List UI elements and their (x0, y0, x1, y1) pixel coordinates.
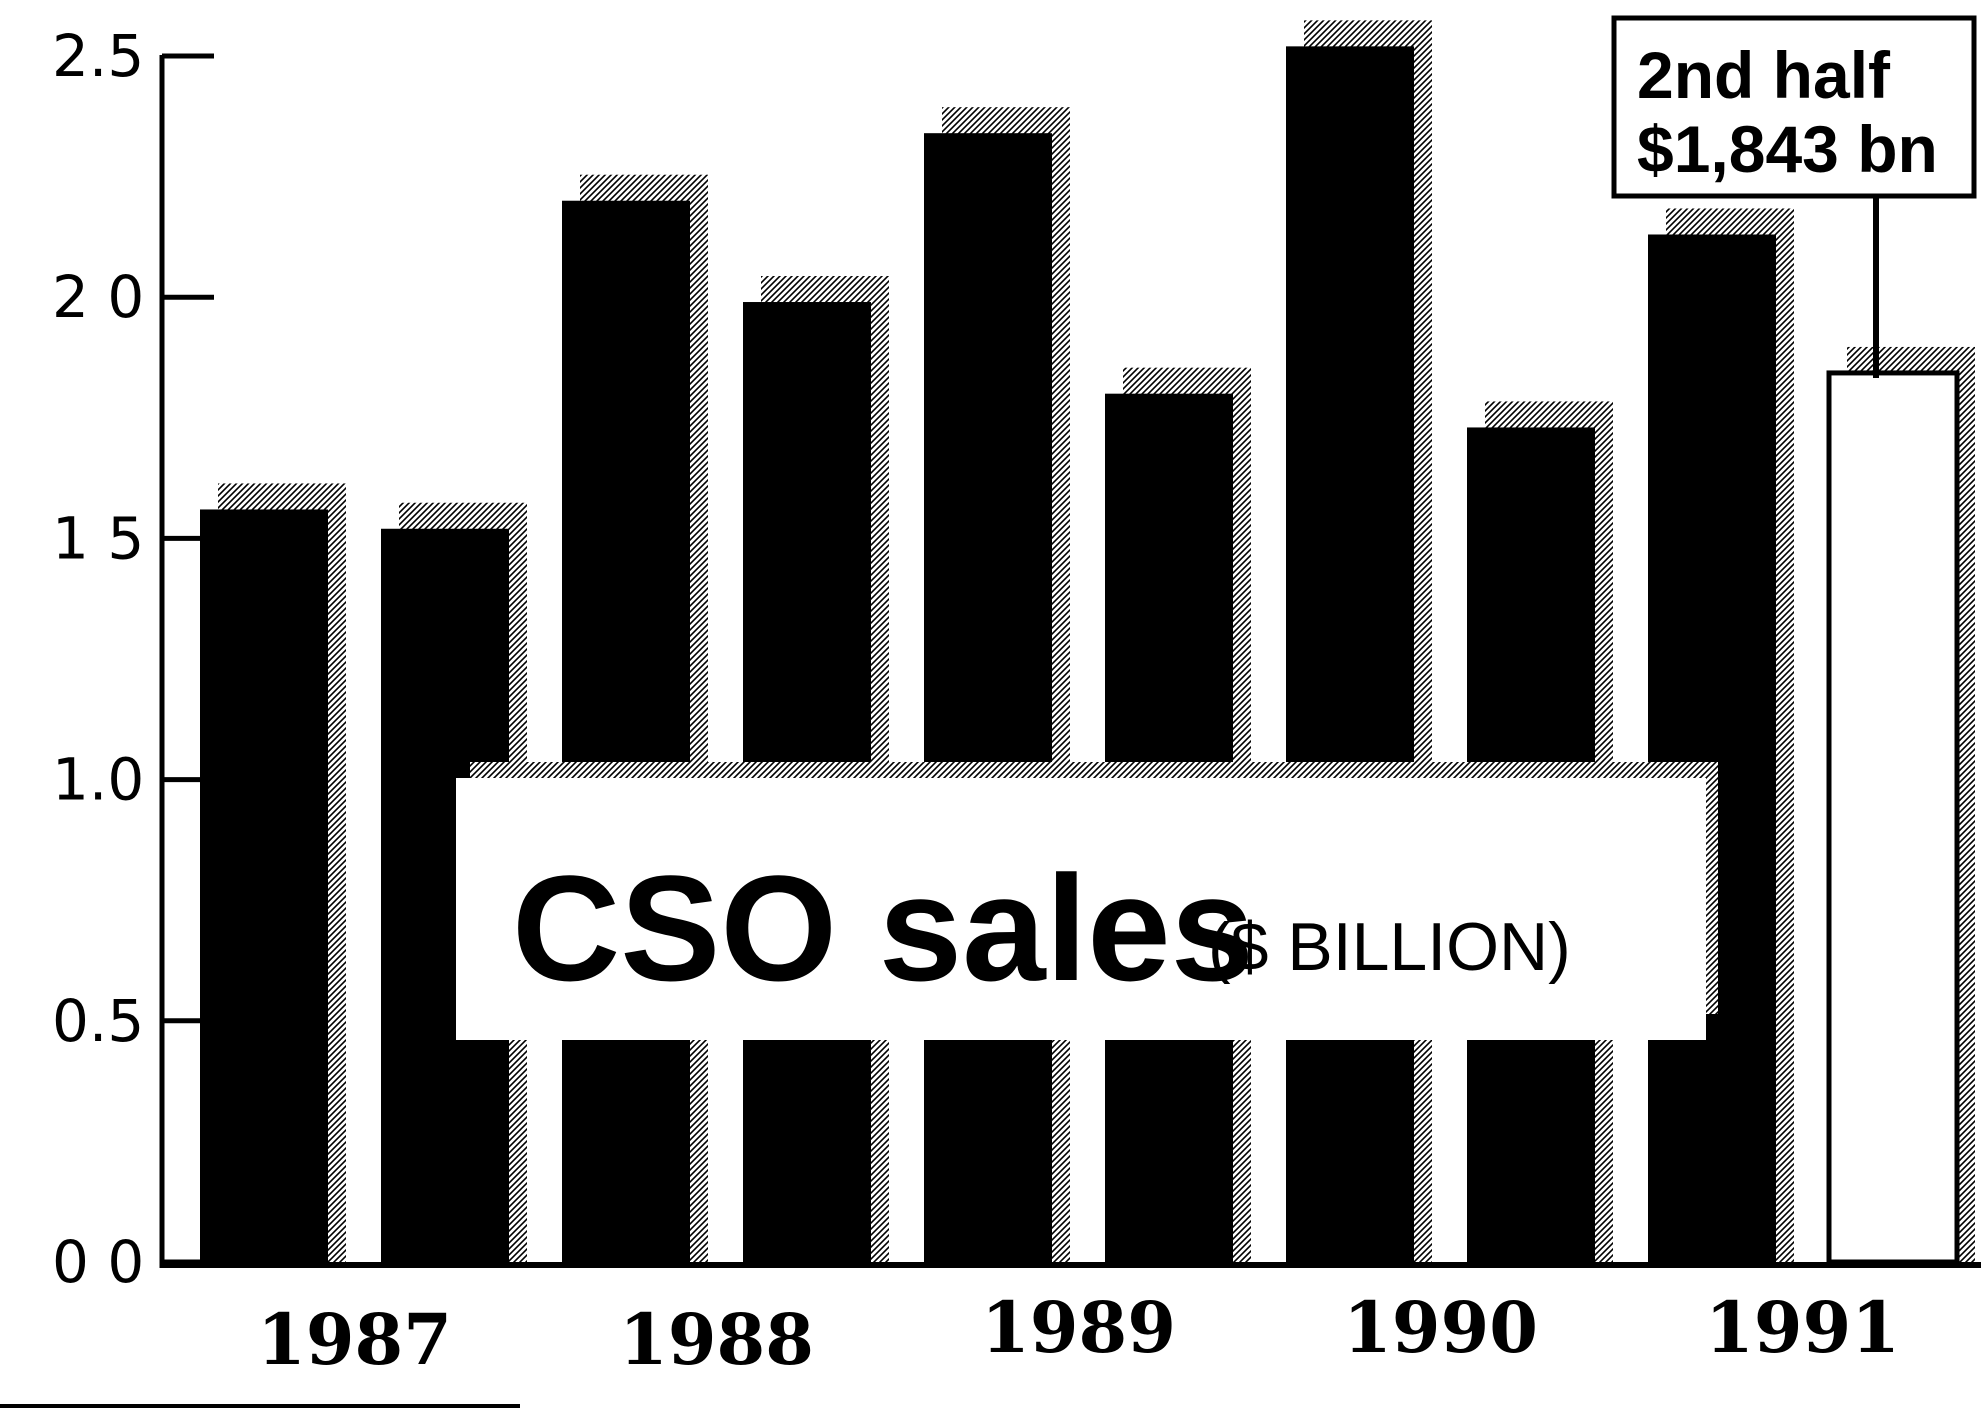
bar-1991-h1 (1648, 234, 1776, 1262)
bottom-rule (0, 1404, 520, 1408)
bar-1988-h1 (562, 200, 690, 1263)
chart-title: CSO sales (512, 844, 1254, 1012)
y-tick-label: 0.5 (52, 987, 144, 1055)
y-tick-label: 2.5 (52, 22, 144, 90)
x-labels-group: 1987 1988 1989 1990 1991 (257, 1286, 1900, 1381)
x-tick-label-1987: 1987 (257, 1298, 452, 1381)
y-tick-label: 1.0 (52, 746, 144, 814)
bar-1987-h1 (200, 509, 328, 1262)
title-banner: CSO sales ($ BILLION) (456, 762, 1718, 1040)
bar-1991-h2 (1826, 370, 1960, 1265)
x-tick-label-1990: 1990 (1343, 1286, 1538, 1369)
chart-subtitle: ($ BILLION) (1208, 909, 1571, 985)
x-tick-label-1991: 1991 (1705, 1286, 1900, 1369)
x-tick-label-1989: 1989 (981, 1286, 1176, 1369)
y-ticks-group: 2.5 2 0 1 5 1.0 0.5 0 0 (52, 22, 214, 1296)
x-tick-label-1988: 1988 (619, 1298, 814, 1381)
annotation-line-2: $1,843 bn (1637, 112, 1938, 186)
bars-group (200, 20, 1975, 1265)
title-banner-box (456, 778, 1706, 1040)
bar-1990-h1 (1286, 46, 1414, 1262)
y-tick-label: 1 5 (52, 504, 144, 572)
annotation-box (1611, 15, 1977, 199)
annotation-callout: 2nd half $1,843 bn (1611, 15, 1977, 378)
annotation-line-1: 2nd half (1637, 38, 1891, 112)
y-tick-label: 2 0 (52, 263, 144, 331)
bar-1989-h1 (924, 133, 1052, 1263)
y-tick-label: 0 0 (52, 1228, 144, 1296)
